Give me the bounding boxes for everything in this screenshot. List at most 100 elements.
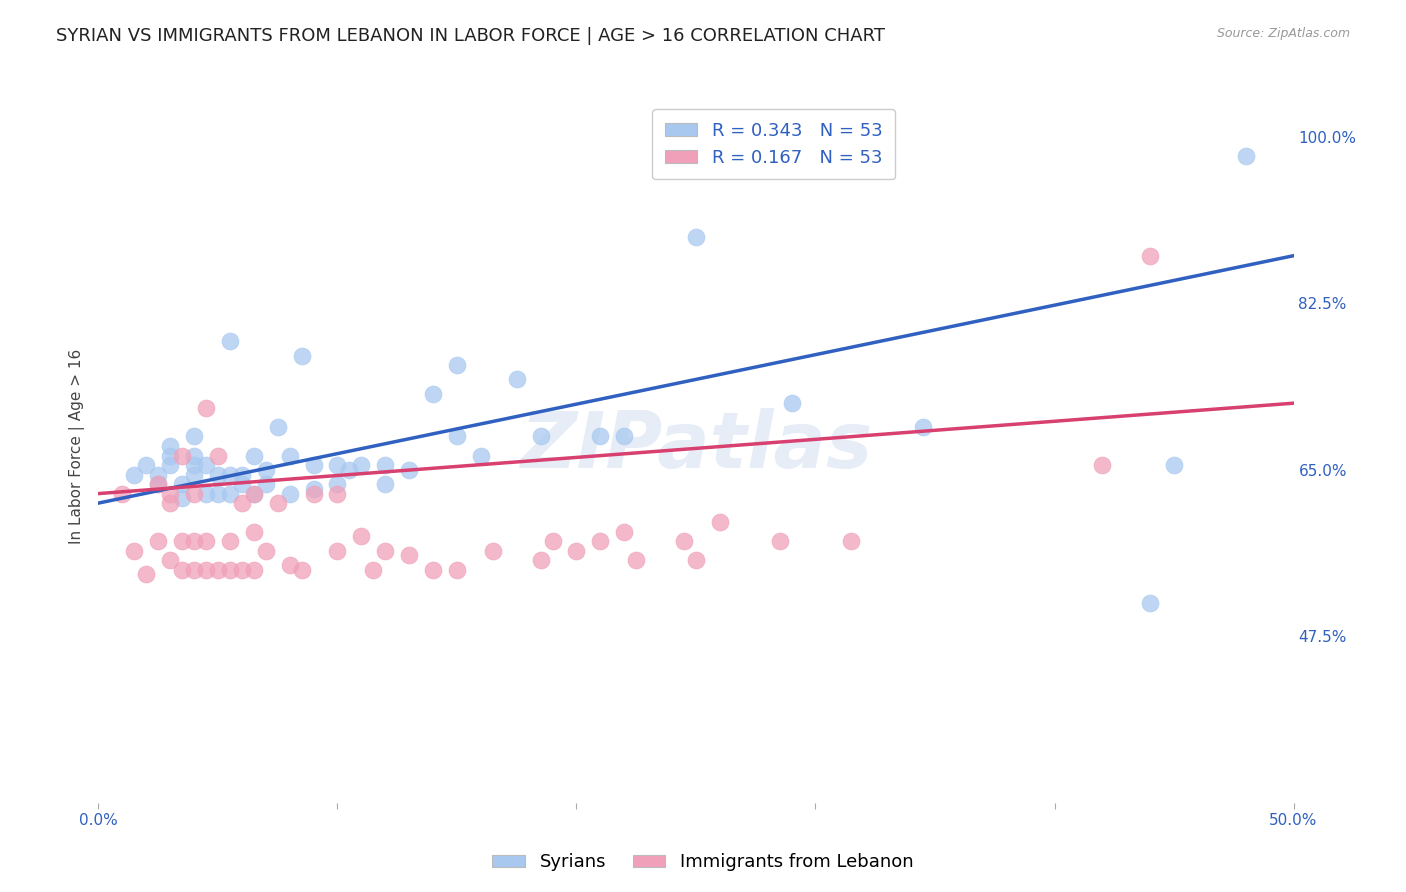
Point [589,534,612,549]
Point [589,429,612,443]
Point [172,534,194,549]
Y-axis label: In Labor Force | Age > 16: In Labor Force | Age > 16 [69,349,84,543]
Point [291,349,314,363]
Point [243,449,266,463]
Point [530,429,553,443]
Point [254,477,277,491]
Point [267,420,290,434]
Point [481,543,505,558]
Point [183,458,205,472]
Point [1139,596,1161,610]
Point [172,491,194,506]
Point [219,486,242,500]
Point [565,543,588,558]
Point [207,486,229,500]
Point [135,567,157,582]
Point [207,563,229,577]
Point [243,563,266,577]
Point [148,477,170,491]
Point [195,563,218,577]
Point [613,429,636,443]
Point [172,563,194,577]
Point [231,477,253,491]
Point [911,420,934,434]
Point [278,558,301,572]
Point [172,477,194,491]
Point [350,458,373,472]
Point [1163,458,1185,472]
Point [159,458,181,472]
Point [207,467,229,482]
Point [326,486,349,500]
Point [374,477,396,491]
Point [195,458,218,472]
Text: SYRIAN VS IMMIGRANTS FROM LEBANON IN LABOR FORCE | AGE > 16 CORRELATION CHART: SYRIAN VS IMMIGRANTS FROM LEBANON IN LAB… [56,27,886,45]
Point [326,477,349,491]
Point [219,467,242,482]
Point [398,549,420,563]
Point [1139,249,1161,263]
Point [780,396,803,410]
Point [254,463,277,477]
Point [172,449,194,463]
Point [111,486,134,500]
Point [231,496,253,510]
Point [626,553,648,567]
Point [685,229,707,244]
Point [422,386,444,401]
Point [183,429,205,443]
Text: Source: ZipAtlas.com: Source: ZipAtlas.com [1216,27,1350,40]
Point [446,358,468,372]
Point [159,439,181,453]
Point [124,543,146,558]
Point [506,372,529,386]
Point [278,486,301,500]
Point [195,486,218,500]
Point [339,463,361,477]
Point [374,543,396,558]
Point [243,486,266,500]
Point [195,401,218,415]
Point [363,563,385,577]
Point [183,563,205,577]
Point [159,449,181,463]
Point [673,534,696,549]
Point [302,486,325,500]
Legend: R = 0.343   N = 53, R = 0.167   N = 53: R = 0.343 N = 53, R = 0.167 N = 53 [652,109,896,179]
Point [159,553,181,567]
Point [768,534,790,549]
Point [231,563,253,577]
Point [1234,149,1257,163]
Point [1091,458,1114,472]
Point [183,449,205,463]
Point [350,529,373,543]
Point [302,458,325,472]
Point [148,534,170,549]
Point [541,534,564,549]
Point [148,477,170,491]
Point [291,563,314,577]
Point [267,496,290,510]
Point [243,486,266,500]
Point [148,467,170,482]
Point [135,458,157,472]
Point [219,534,242,549]
Point [446,429,468,443]
Point [243,524,266,539]
Legend: Syrians, Immigrants from Lebanon: Syrians, Immigrants from Lebanon [485,847,921,879]
Point [195,534,218,549]
Point [709,515,731,529]
Point [219,334,242,349]
Point [685,553,707,567]
Point [207,449,229,463]
Point [219,563,242,577]
Point [183,467,205,482]
Point [446,563,468,577]
Point [183,534,205,549]
Point [159,496,181,510]
Point [254,543,277,558]
Point [302,482,325,496]
Point [613,524,636,539]
Point [159,486,181,500]
Point [422,563,444,577]
